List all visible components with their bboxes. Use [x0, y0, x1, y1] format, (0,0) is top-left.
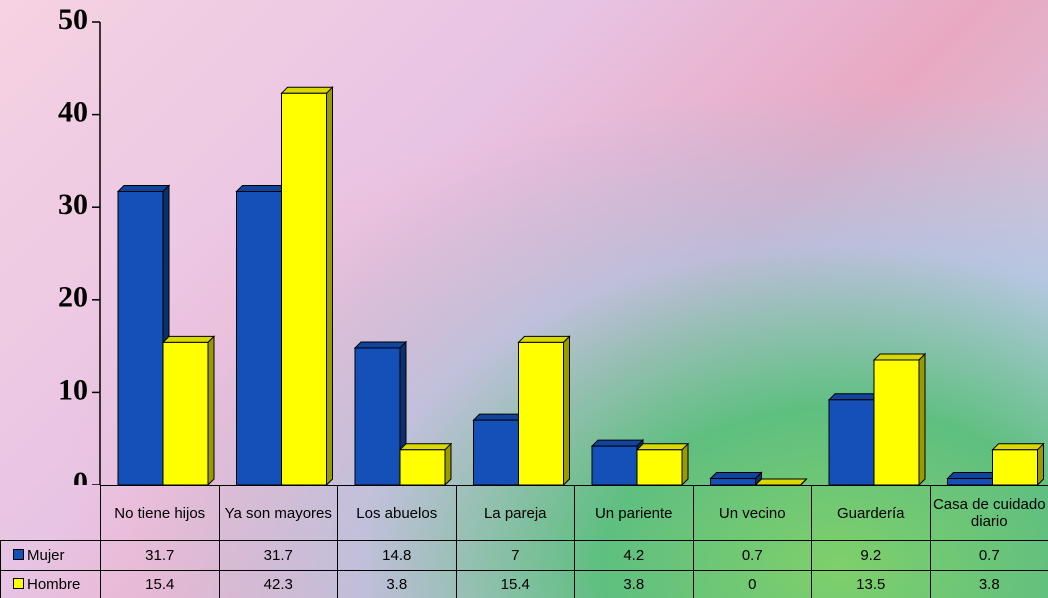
- x-tick-label: Ya son mayores: [218, 485, 338, 541]
- corner: [0, 485, 101, 541]
- series-row: Hombre 15.4 42.3 3.8 15.4 3.8 0 13.5 3.8: [0, 570, 1048, 598]
- data-label: 3.8: [337, 570, 457, 598]
- bar-top: [116, 184, 171, 192]
- data-label: 13.5: [811, 570, 931, 598]
- data-label: 3.8: [929, 570, 1048, 598]
- y-tick-label: 40: [58, 95, 88, 128]
- data-label: 14.8: [337, 540, 457, 571]
- bar: [518, 341, 564, 485]
- data-label: 4.2: [574, 540, 694, 571]
- bar: [117, 190, 164, 485]
- y-tick-label: 0: [73, 466, 88, 485]
- bar-side: [918, 352, 926, 485]
- bar-side: [444, 442, 452, 485]
- legend-swatch: [13, 549, 24, 560]
- legend-label: Mujer: [27, 547, 65, 564]
- legend-entry: Hombre: [0, 570, 101, 598]
- bar: [236, 190, 282, 485]
- bar-side: [681, 442, 689, 485]
- bar: [399, 449, 446, 485]
- bar-side: [1037, 442, 1044, 485]
- bar-top: [635, 443, 690, 451]
- bar-top: [709, 472, 763, 480]
- bar-top: [353, 341, 408, 349]
- plot-area: 0 10 20 30 40 50: [58, 3, 1045, 485]
- bar-top: [991, 443, 1045, 451]
- x-tick-label: Un vecino: [692, 485, 812, 541]
- bar-side: [800, 478, 807, 485]
- header-row: No tiene hijos Ya son mayores Los abuelos L…: [0, 485, 1048, 541]
- y-tick-label: 10: [58, 373, 88, 406]
- x-tick-label: Guardería: [811, 485, 931, 541]
- data-label: 15.4: [455, 570, 575, 598]
- data-label: 15.4: [100, 570, 220, 598]
- y-tick-label: 20: [58, 281, 88, 314]
- data-label: 31.7: [218, 540, 338, 571]
- bar-top: [946, 472, 1000, 480]
- bar-top: [398, 443, 453, 451]
- data-label: 9.2: [811, 540, 931, 571]
- data-label: 0.7: [692, 540, 812, 571]
- bar-top: [872, 353, 927, 361]
- data-label: 3.8: [574, 570, 694, 598]
- bar-top: [472, 413, 526, 421]
- x-tick-label: No tiene hijos: [100, 485, 220, 541]
- bar-top: [161, 335, 216, 343]
- data-label: 42.3: [218, 570, 338, 598]
- data-label: 0.7: [929, 540, 1048, 571]
- y-tick-label: 50: [58, 3, 88, 36]
- bar: [636, 449, 683, 485]
- x-tick-label: La pareja: [455, 485, 575, 541]
- bar: [710, 478, 756, 485]
- bar: [281, 92, 327, 485]
- series-row: Mujer 31.7 31.7 14.8 7 4.2 0.7 9.2 0.7: [0, 540, 1048, 571]
- bar-top: [517, 335, 571, 343]
- data-label: 31.7: [100, 540, 220, 571]
- bar-top: [280, 86, 334, 94]
- x-tick-label: Los abuelos: [337, 485, 457, 541]
- bar: [873, 359, 920, 485]
- bar: [828, 399, 875, 485]
- data-label: 7: [455, 540, 575, 571]
- x-tick-label: Un pariente: [574, 485, 694, 541]
- bar-top: [827, 393, 882, 401]
- legend-entry: Mujer: [0, 540, 101, 571]
- bar-side: [326, 86, 333, 485]
- data-label: 0: [692, 570, 812, 598]
- legend-swatch: [13, 578, 24, 589]
- bar-side: [563, 335, 570, 485]
- bar: [992, 449, 1038, 485]
- bar: [473, 419, 519, 485]
- bar: [354, 347, 401, 485]
- bar: [591, 445, 638, 485]
- bar-top: [590, 439, 645, 447]
- bar-top: [235, 184, 289, 192]
- x-tick-label: Casa de cuidado diario: [929, 485, 1048, 541]
- y-tick-label: 30: [58, 188, 88, 221]
- data-table: No tiene hijos Ya son mayores Los abuelos L…: [0, 485, 1048, 598]
- bar-side: [207, 335, 215, 485]
- bar: [162, 341, 209, 485]
- legend-label: Hombre: [27, 576, 81, 593]
